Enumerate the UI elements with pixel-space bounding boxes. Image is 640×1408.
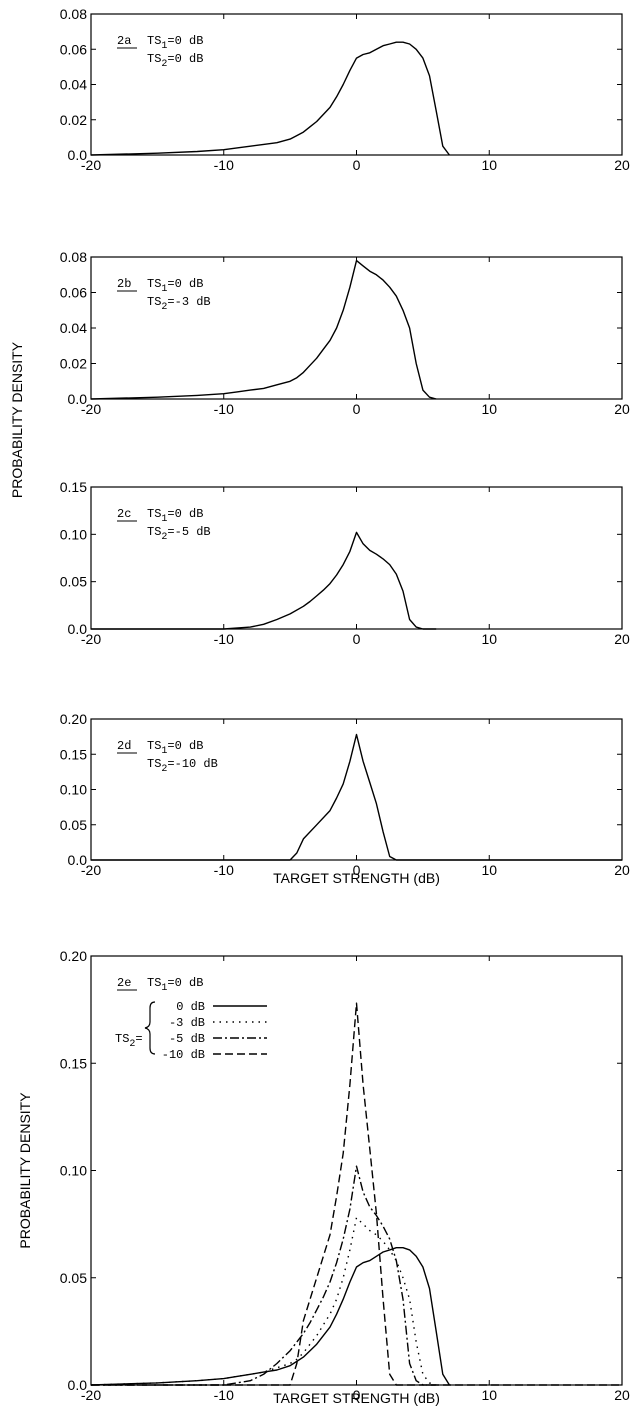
annotation-text: TS1=0 dB — [147, 277, 203, 295]
x-tick-label: 0 — [353, 401, 361, 417]
annotation-text: TS1=0 dB — [147, 34, 203, 52]
y-tick-label: 0.04 — [60, 77, 87, 93]
y-tick-label: 0.0 — [68, 391, 88, 407]
x-tick-label: 0 — [353, 631, 361, 647]
series-line-solid — [91, 532, 436, 629]
y-tick-label: 0.15 — [60, 746, 87, 762]
x-tick-label: -10 — [214, 862, 234, 878]
x-tick-label: 10 — [481, 1387, 497, 1403]
x-tick-label: 20 — [614, 157, 630, 173]
x-tick-label: 20 — [614, 1387, 630, 1403]
y-tick-label: 0.10 — [60, 526, 87, 542]
y-tick-label: 0.15 — [60, 479, 87, 495]
y-tick-label: 0.0 — [68, 852, 88, 868]
legend-brace — [145, 1002, 155, 1054]
x-tick-label: 10 — [481, 862, 497, 878]
annotation-text: TS2=-10 dB — [147, 757, 218, 775]
legend-entry-label: -10 dB — [162, 1048, 205, 1062]
legend-entry-label: 0 dB — [176, 1000, 205, 1014]
series-line-solid — [91, 735, 622, 861]
series-line-solid — [91, 261, 436, 399]
y-tick-label: 0.0 — [68, 621, 88, 637]
x-tick-label: 20 — [614, 862, 630, 878]
y-tick-label: 0.08 — [60, 249, 87, 265]
y-tick-label: 0.10 — [60, 1163, 87, 1179]
y-axis-title: PROBABILITY DENSITY — [17, 1092, 33, 1249]
shared-y-axis-title: PROBABILITY DENSITY — [9, 341, 25, 498]
x-tick-label: 10 — [481, 401, 497, 417]
annotation-text: TS2=0 dB — [147, 52, 203, 70]
x-tick-label: 20 — [614, 631, 630, 647]
series-line-solid — [91, 42, 449, 155]
panel-label: 2c — [117, 507, 131, 521]
y-tick-label: 0.20 — [60, 711, 87, 727]
x-tick-label: -10 — [214, 157, 234, 173]
annotation-text: TS2=-3 dB — [147, 295, 211, 313]
legend-entry-label: -3 dB — [169, 1016, 205, 1030]
y-tick-label: 0.10 — [60, 782, 87, 798]
x-tick-label: 20 — [614, 401, 630, 417]
series-line-dashdot — [91, 1166, 436, 1385]
y-tick-label: 0.15 — [60, 1055, 87, 1071]
x-tick-label: -10 — [214, 401, 234, 417]
annotation-text: TS2=-5 dB — [147, 525, 211, 543]
x-tick-label: -10 — [214, 631, 234, 647]
x-tick-label: 10 — [481, 157, 497, 173]
y-tick-label: 0.02 — [60, 112, 87, 128]
x-axis-title: TARGET STRENGTH (dB) — [273, 1390, 440, 1406]
x-tick-label: 0 — [353, 157, 361, 173]
y-tick-label: 0.20 — [60, 948, 87, 964]
annotation-text: TS1=0 dB — [147, 507, 203, 525]
y-tick-label: 0.06 — [60, 41, 87, 57]
legend-entry-label: -5 dB — [169, 1032, 205, 1046]
y-tick-label: 0.05 — [60, 574, 87, 590]
panel-label: 2d — [117, 739, 131, 753]
y-tick-label: 0.06 — [60, 285, 87, 301]
series-line-solid — [91, 1248, 449, 1385]
y-tick-label: 0.08 — [60, 6, 87, 22]
y-tick-label: 0.05 — [60, 1270, 87, 1286]
y-tick-label: 0.02 — [60, 356, 87, 372]
panel-label: 2b — [117, 277, 131, 291]
panel-label: 2e — [117, 976, 131, 990]
annotation-text: TS1=0 dB — [147, 976, 203, 994]
y-tick-label: 0.05 — [60, 817, 87, 833]
x-axis-title: TARGET STRENGTH (dB) — [273, 870, 440, 886]
y-tick-label: 0.0 — [68, 1377, 88, 1393]
series-line-dotted — [91, 1218, 436, 1385]
x-tick-label: -10 — [214, 1387, 234, 1403]
legend-prefix: TS2= — [115, 1032, 143, 1050]
annotation-text: TS1=0 dB — [147, 739, 203, 757]
panel-label: 2a — [117, 34, 131, 48]
x-tick-label: 10 — [481, 631, 497, 647]
y-tick-label: 0.0 — [68, 147, 88, 163]
y-tick-label: 0.04 — [60, 320, 87, 336]
